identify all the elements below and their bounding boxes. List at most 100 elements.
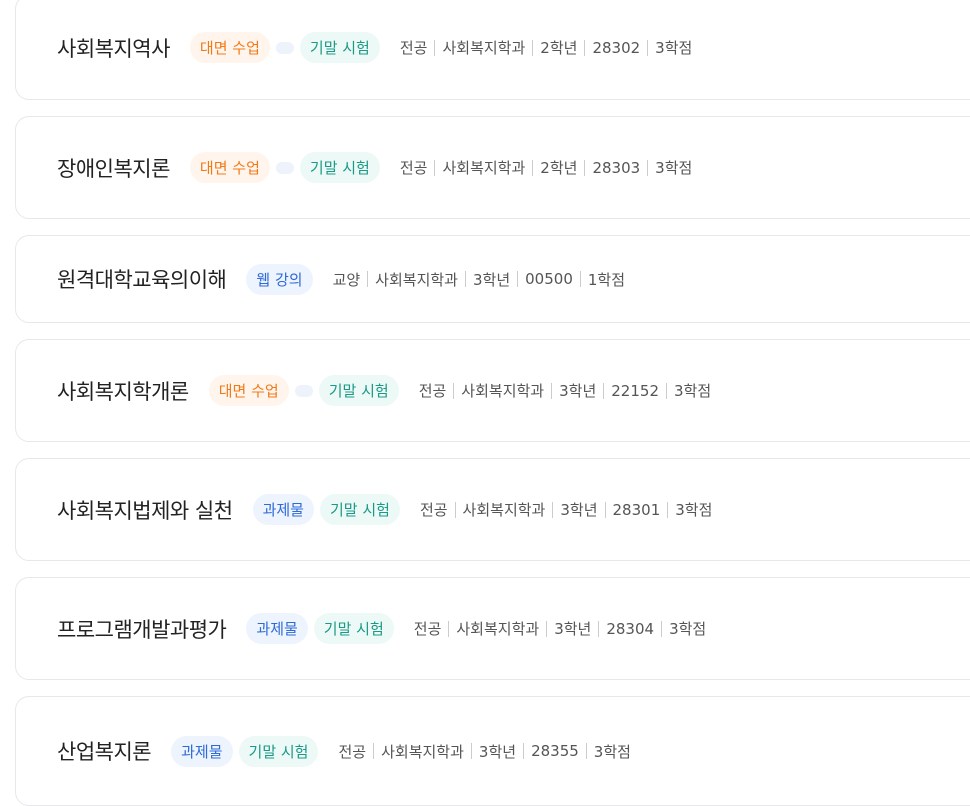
meta-item: 사회복지학과 [442, 159, 526, 177]
divider [579, 271, 581, 287]
badge-offline: 대면 수업 [189, 32, 270, 63]
course-card[interactable]: 원격대학교육의이해 웹 강의 교양 사회복지학과 3학년 00500 1학점 [15, 235, 970, 323]
divider [647, 39, 649, 56]
divider [523, 743, 525, 759]
divider [647, 159, 649, 176]
divider [367, 271, 369, 287]
course-title: 사회복지학개론 [57, 379, 189, 404]
divider [532, 39, 534, 56]
divider [448, 620, 450, 637]
meta-item: 전공 [418, 382, 447, 400]
divider [665, 382, 667, 399]
meta-item: 사회복지학과 [461, 382, 545, 400]
meta-item: 전공 [399, 159, 428, 177]
meta-item: 전공 [338, 742, 367, 761]
meta-item: 교양 [332, 270, 361, 289]
divider [517, 271, 519, 287]
meta-item: 3학년 [560, 501, 598, 519]
meta-item: 전공 [413, 620, 442, 638]
badge-connector [275, 161, 294, 174]
course-title: 사회복지법제와 실천 [57, 498, 233, 523]
badge-exam: 기말 시험 [319, 494, 400, 525]
divider [584, 159, 586, 176]
badge-offline: 대면 수업 [189, 152, 270, 183]
meta-item: 3학년 [559, 382, 597, 400]
divider [551, 382, 553, 399]
course-card[interactable]: 장애인복지론 대면 수업 기말 시험 전공 사회복지학과 2학년 28303 3학점 [15, 116, 970, 219]
divider [373, 743, 375, 759]
badge-exam: 기말 시험 [313, 613, 394, 644]
meta-item: 3학점 [675, 501, 713, 519]
meta-item: 3학점 [669, 620, 707, 638]
divider [552, 501, 554, 518]
meta-item: 28301 [612, 500, 661, 519]
meta-item: 3학점 [655, 39, 693, 57]
course-meta: 전공 사회복지학과 2학년 28302 3학점 [400, 37, 692, 58]
badge-exam: 기말 시험 [299, 32, 380, 63]
divider [470, 743, 472, 759]
meta-item: 28355 [531, 742, 579, 760]
course-card[interactable]: 사회복지학개론 대면 수업 기말 시험 전공 사회복지학과 3학년 22152 3학점 [15, 339, 970, 442]
divider [603, 382, 605, 399]
divider [434, 159, 436, 176]
meta-item: 1학점 [587, 270, 626, 289]
course-meta: 전공 사회복지학과 3학년 28355 3학점 [338, 741, 630, 762]
course-title: 사회복지역사 [57, 36, 170, 61]
divider [604, 501, 606, 518]
course-title: 원격대학교육의이해 [57, 268, 227, 292]
badge-connector [294, 384, 313, 397]
course-card[interactable]: 프로그램개발과평가 과제물 기말 시험 전공 사회복지학과 3학년 28304 3학점 [15, 577, 970, 680]
meta-item: 사회복지학과 [462, 501, 546, 519]
meta-item: 2학년 [540, 159, 578, 177]
course-title: 장애인복지론 [57, 156, 170, 181]
course-card[interactable]: 사회복지법제와 실천 과제물 기말 시험 전공 사회복지학과 3학년 28301 3학점 [15, 458, 970, 561]
course-meta: 전공 사회복지학과 2학년 28303 3학점 [400, 157, 692, 178]
meta-item: 28304 [606, 619, 655, 638]
divider [453, 382, 455, 399]
course-title: 프로그램개발과평가 [57, 617, 227, 642]
divider [464, 271, 466, 287]
meta-item: 전공 [399, 39, 428, 57]
meta-item: 3학점 [673, 382, 712, 400]
meta-item: 3학년 [478, 742, 517, 761]
divider [661, 620, 663, 637]
course-meta: 전공 사회복지학과 3학년 22152 3학점 [419, 380, 711, 401]
meta-item: 00500 [525, 270, 573, 288]
meta-item: 28302 [592, 38, 641, 57]
badge-task: 과제물 [171, 735, 233, 767]
course-card[interactable]: 사회복지역사 대면 수업 기말 시험 전공 사회복지학과 2학년 28302 3학점 [15, 0, 970, 100]
course-meta: 전공 사회복지학과 3학년 28301 3학점 [420, 499, 712, 520]
course-meta: 교양 사회복지학과 3학년 00500 1학점 [333, 269, 625, 290]
meta-item: 28303 [592, 158, 641, 177]
badge-offline: 대면 수업 [208, 375, 289, 406]
divider [454, 501, 456, 518]
meta-item: 3학점 [655, 159, 693, 177]
meta-item: 3학년 [554, 620, 592, 638]
course-title: 산업복지론 [57, 740, 152, 764]
meta-item: 사회복지학과 [375, 270, 458, 289]
meta-item: 사회복지학과 [381, 742, 464, 761]
meta-item: 2학년 [540, 39, 578, 57]
badge-exam: 기말 시험 [299, 152, 380, 183]
meta-item: 3학년 [472, 270, 511, 289]
divider [434, 39, 436, 56]
divider [584, 39, 586, 56]
badge-connector [275, 41, 294, 54]
divider [598, 620, 600, 637]
course-meta: 전공 사회복지학과 3학년 28304 3학점 [414, 618, 706, 639]
divider [667, 501, 669, 518]
meta-item: 22152 [611, 381, 659, 400]
divider [546, 620, 548, 637]
badge-exam: 기말 시험 [318, 375, 399, 406]
divider [585, 743, 587, 759]
meta-item: 사회복지학과 [442, 39, 526, 57]
badge-exam: 기말 시험 [238, 735, 319, 767]
divider [532, 159, 534, 176]
course-card[interactable]: 산업복지론 과제물 기말 시험 전공 사회복지학과 3학년 28355 3학점 [15, 696, 970, 806]
badge-task: 과제물 [246, 613, 308, 644]
badge-web: 웹 강의 [246, 263, 313, 295]
meta-item: 3학점 [593, 742, 631, 761]
meta-item: 사회복지학과 [456, 620, 540, 638]
meta-item: 전공 [419, 501, 448, 519]
badge-task: 과제물 [252, 494, 314, 525]
